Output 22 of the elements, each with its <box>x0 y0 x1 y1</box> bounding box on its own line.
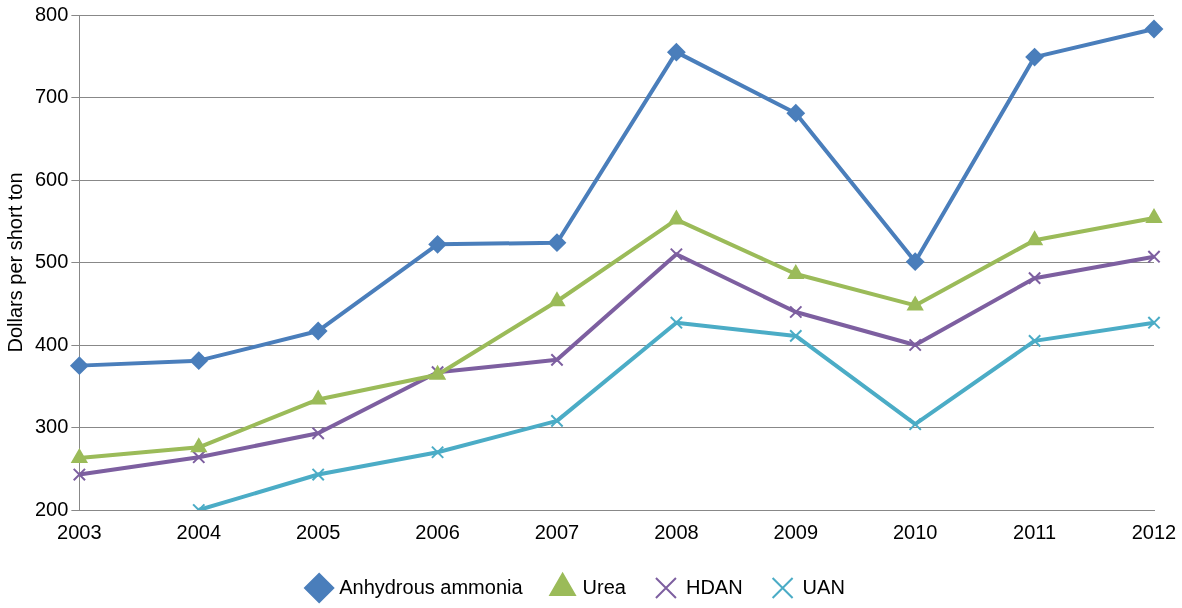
y-tick-label: 600 <box>34 167 69 190</box>
x-tick-label: 2010 <box>892 520 938 543</box>
y-tick-label: 500 <box>34 250 69 273</box>
legend-label: HDAN <box>685 575 743 598</box>
legend-label: Anhydrous ammonia <box>339 575 524 598</box>
x-tick-label: 2007 <box>534 520 580 543</box>
legend-label: UAN <box>802 575 845 598</box>
x-tick-label: 2005 <box>295 520 341 543</box>
y-tick-label: 200 <box>34 497 69 520</box>
y-tick-label: 300 <box>34 415 69 438</box>
y-axis-title: Dollars per short ton <box>3 172 26 353</box>
x-tick-label: 2003 <box>57 520 102 543</box>
x-tick-label: 2006 <box>415 520 460 543</box>
y-tick-label: 400 <box>34 332 69 355</box>
x-tick-label: 2011 <box>1013 520 1057 543</box>
x-tick-label: 2008 <box>654 520 699 543</box>
y-tick-label: 700 <box>34 85 69 108</box>
x-tick-label: 2012 <box>1131 520 1177 543</box>
y-tick-label: 800 <box>34 2 69 25</box>
x-tick-label: 2004 <box>176 520 222 543</box>
x-tick-label: 2009 <box>773 520 819 543</box>
legend-label: Urea <box>582 575 627 598</box>
